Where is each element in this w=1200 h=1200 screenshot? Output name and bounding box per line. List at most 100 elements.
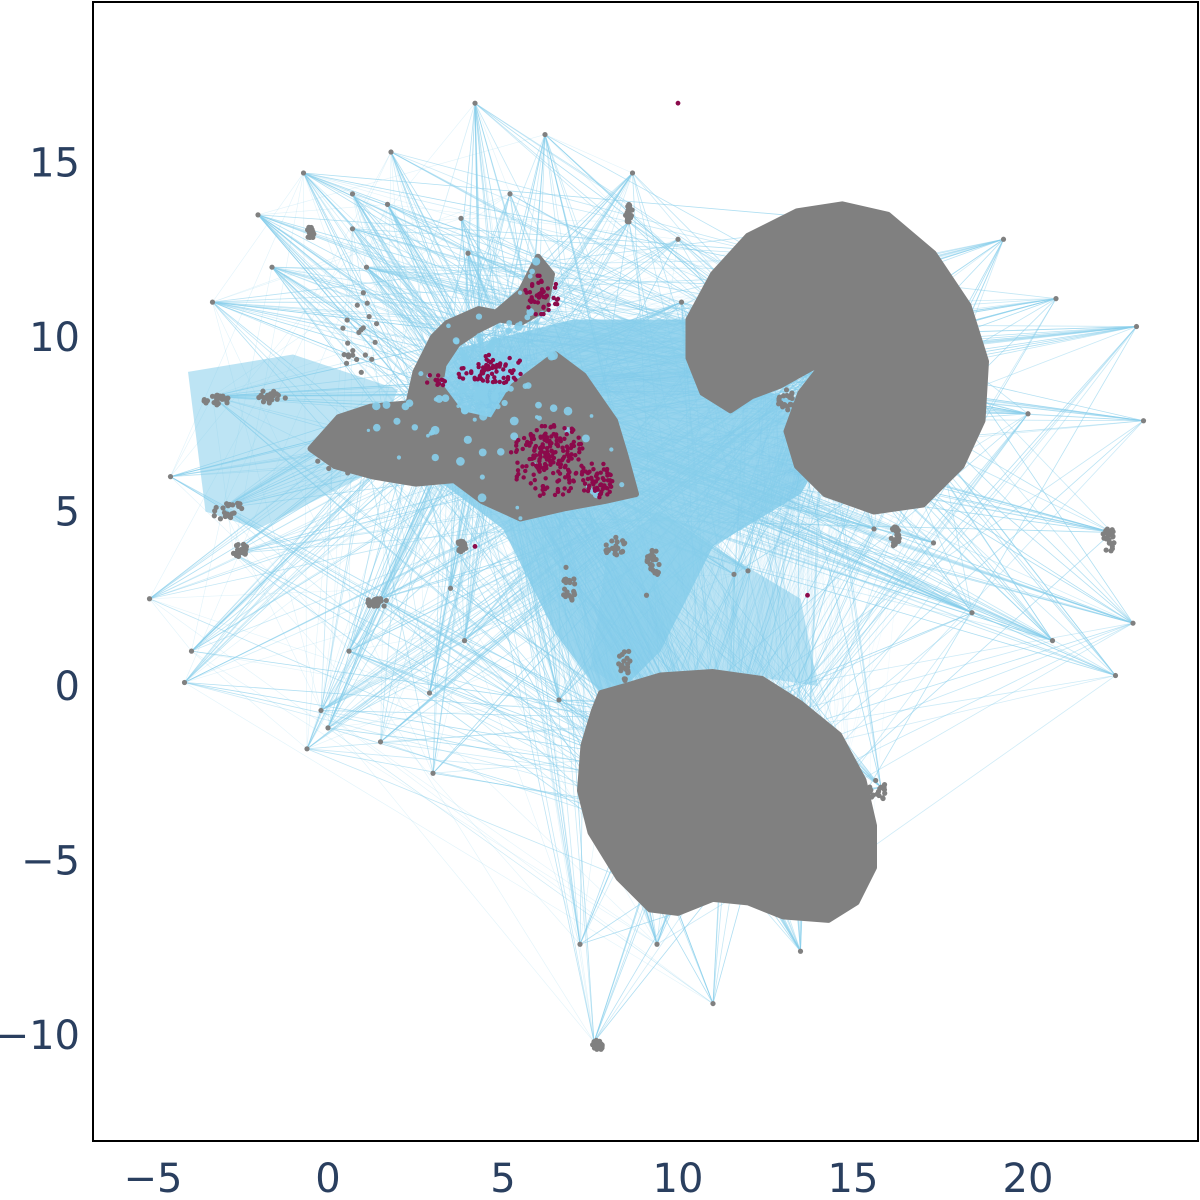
node-point [465,250,471,256]
node-point [678,299,685,305]
highlight-point [532,448,537,453]
highlight-point [577,449,582,455]
highlight-point [514,477,519,482]
highlight-point [523,468,528,474]
highlight-point [547,444,553,449]
highlight-point [435,373,441,378]
highlight-point [605,478,611,483]
node-point [220,505,226,511]
highlight-point [550,470,556,476]
highlight-point [459,366,464,371]
highlight-point [534,427,539,433]
highlight-point [457,374,462,380]
highlight-point [501,367,506,372]
node-point [507,191,513,197]
node-point [710,1000,716,1007]
highlight-point [545,452,551,457]
highlight-point [568,486,574,491]
highlight-point [601,461,606,467]
highlight-point [531,472,536,477]
highlight-point [560,456,566,461]
highlight-point [547,459,553,464]
highlight-point [524,442,529,447]
highlight-point [552,285,558,290]
highlight-point [480,378,486,383]
node-layer [146,100,1147,1052]
highlight-point [490,357,496,363]
node-point [209,393,216,399]
highlight-point [485,375,490,381]
highlight-point [424,380,430,385]
highlight-point [569,456,574,461]
highlight-point [587,469,592,474]
highlight-point [551,431,556,437]
highlight-point [541,305,546,310]
lower-cluster [577,669,877,923]
node-point [209,299,216,305]
highlight-point [520,464,525,469]
highlight-point [540,434,546,439]
highlight-point [563,463,568,469]
highlight-point [541,466,546,471]
highlight-point [556,478,562,483]
highlight-point [558,464,563,470]
highlight-point [598,470,603,475]
highlight-point [435,377,440,383]
highlight-point [521,435,527,441]
node-point [1000,236,1007,242]
node-point [447,585,454,591]
highlight-point [427,373,433,378]
x-tick-label: 0 [315,1156,340,1200]
highlight-point [675,100,681,106]
highlight-point [597,492,603,497]
node-point [377,739,384,745]
highlight-point [573,471,578,476]
highlight-point [541,289,546,294]
highlight-point [542,461,548,467]
highlight-point [497,379,502,385]
highlight-point [529,295,534,300]
highlight-point [485,365,491,371]
node-point [1025,411,1031,417]
highlight-point [539,311,544,317]
highlight-point [556,458,562,464]
highlight-point [573,453,578,458]
highlight-point [515,460,520,465]
node-point [797,948,804,954]
highlight-point [566,458,571,464]
node-point [458,215,464,221]
highlight-point [436,381,442,386]
highlight-point [560,492,566,497]
highlight-point [530,462,535,467]
highlight-point [540,487,545,493]
highlight-point [532,477,538,483]
y-tick-label: 0 [55,664,80,710]
highlight-point [551,423,557,428]
highlight-point [511,375,517,381]
highlight-point [581,478,586,483]
x-tick-label: 5 [490,1156,515,1200]
highlight-point [507,368,513,374]
highlight-point [536,295,542,300]
node-point [255,212,261,218]
node-point [969,610,975,616]
node-point [167,474,174,480]
highlight-point [497,361,503,366]
node-point [1053,296,1059,302]
node-point [426,690,433,696]
highlight-point [586,486,591,491]
node-point [430,770,436,776]
node-point [654,941,660,947]
node-point [146,596,153,602]
highlight-point [501,375,506,381]
highlight-point [585,476,591,482]
node-point [1049,638,1056,644]
highlight-point [541,294,546,300]
highlight-point [548,462,553,467]
highlight-point [533,486,538,491]
highlight-point [554,438,559,443]
highlight-point [464,371,469,376]
highlight-point [576,457,581,462]
highlight-point [581,465,586,471]
